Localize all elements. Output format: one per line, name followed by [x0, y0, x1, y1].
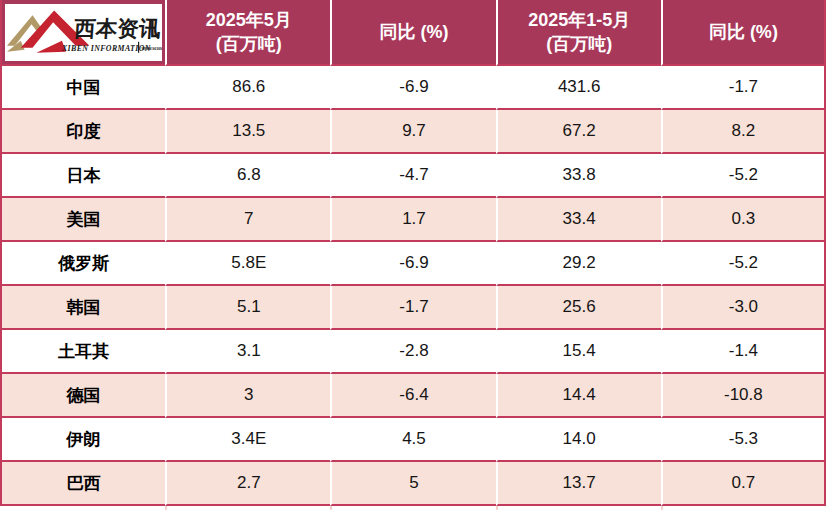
- ytd-value-cell: 33.4: [496, 198, 661, 242]
- column-header-may: 2025年5月 (百万吨): [165, 0, 330, 66]
- ytd-value-cell: 431.6: [496, 66, 661, 110]
- ytd-yoy-cell: -5.3: [661, 418, 826, 462]
- column-header-ytd: 2025年1-5月 (百万吨): [496, 0, 661, 66]
- country-cell: 伊朗: [0, 418, 165, 462]
- cutoff-row-strip: [0, 506, 828, 510]
- column-separator: [330, 506, 332, 510]
- ytd-yoy-cell: 8.2: [661, 110, 826, 154]
- may-value-cell: 5.1: [165, 286, 330, 330]
- ytd-value-cell: 67.2: [496, 110, 661, 154]
- ytd-yoy-cell: -1.4: [661, 330, 826, 374]
- table-row: 印度 13.5 9.7 67.2 8.2: [0, 110, 826, 154]
- column-header-line1: 同比 (%): [663, 20, 824, 44]
- table-row: 德国 3 -6.4 14.4 -10.8: [0, 374, 826, 418]
- table-row: 土耳其 3.1 -2.8 15.4 -1.4: [0, 330, 826, 374]
- logo-site-text: WWW.96369.NET: [142, 46, 163, 50]
- country-cell: 美国: [0, 198, 165, 242]
- may-yoy-cell: -6.9: [330, 66, 495, 110]
- table-row: 韩国 5.1 -1.7 25.6 -3.0: [0, 286, 826, 330]
- may-yoy-cell: 9.7: [330, 110, 495, 154]
- column-header-line1: 2025年1-5月: [498, 8, 661, 32]
- may-yoy-cell: 4.5: [330, 418, 495, 462]
- ytd-value-cell: 29.2: [496, 242, 661, 286]
- table-row: 日本 6.8 -4.7 33.8 -5.2: [0, 154, 826, 198]
- column-header-line2: (百万吨): [498, 32, 661, 56]
- logo-cn-text: 西本资讯: [72, 15, 162, 40]
- country-cell: 日本: [0, 154, 165, 198]
- country-cell: 土耳其: [0, 330, 165, 374]
- header-row: 西本资讯 XIBEN INFORMATION WWW.96369.NET 202…: [0, 0, 826, 66]
- ytd-yoy-cell: -5.2: [661, 242, 826, 286]
- ytd-yoy-cell: 0.3: [661, 198, 826, 242]
- column-separator: [661, 506, 663, 510]
- steel-output-table-page: 西本资讯 XIBEN INFORMATION WWW.96369.NET 202…: [0, 0, 828, 510]
- country-cell: 德国: [0, 374, 165, 418]
- column-header-line1: 同比 (%): [332, 20, 495, 44]
- column-header-line1: 2025年5月: [167, 8, 330, 32]
- country-cell: 巴西: [0, 462, 165, 506]
- may-value-cell: 3.4E: [165, 418, 330, 462]
- xiben-mountain-logo-icon: 西本资讯 XIBEN INFORMATION WWW.96369.NET: [5, 6, 162, 60]
- may-yoy-cell: 5: [330, 462, 495, 506]
- ytd-value-cell: 15.4: [496, 330, 661, 374]
- column-separator: [165, 506, 167, 510]
- table-row: 伊朗 3.4E 4.5 14.0 -5.3: [0, 418, 826, 462]
- ytd-value-cell: 33.8: [496, 154, 661, 198]
- ytd-yoy-cell: -10.8: [661, 374, 826, 418]
- column-header-ytd-yoy: 同比 (%): [661, 0, 826, 66]
- column-header-may-yoy: 同比 (%): [330, 0, 495, 66]
- ytd-value-cell: 13.7: [496, 462, 661, 506]
- ytd-value-cell: 14.0: [496, 418, 661, 462]
- ytd-value-cell: 25.6: [496, 286, 661, 330]
- may-yoy-cell: -1.7: [330, 286, 495, 330]
- ytd-yoy-cell: -5.2: [661, 154, 826, 198]
- column-header-line2: (百万吨): [167, 32, 330, 56]
- may-value-cell: 13.5: [165, 110, 330, 154]
- table-row: 美国 7 1.7 33.4 0.3: [0, 198, 826, 242]
- country-cell: 韩国: [0, 286, 165, 330]
- logo-en-text: XIBEN INFORMATION: [61, 43, 151, 52]
- may-value-cell: 3: [165, 374, 330, 418]
- may-yoy-cell: 1.7: [330, 198, 495, 242]
- may-value-cell: 86.6: [165, 66, 330, 110]
- table-row: 俄罗斯 5.8E -6.9 29.2 -5.2: [0, 242, 826, 286]
- steel-output-table: 西本资讯 XIBEN INFORMATION WWW.96369.NET 202…: [0, 0, 826, 506]
- ytd-yoy-cell: -1.7: [661, 66, 826, 110]
- logo-cell: 西本资讯 XIBEN INFORMATION WWW.96369.NET: [0, 0, 165, 66]
- country-cell: 中国: [0, 66, 165, 110]
- table-row: 中国 86.6 -6.9 431.6 -1.7: [0, 66, 826, 110]
- may-yoy-cell: -2.8: [330, 330, 495, 374]
- ytd-yoy-cell: 0.7: [661, 462, 826, 506]
- may-yoy-cell: -6.9: [330, 242, 495, 286]
- may-value-cell: 5.8E: [165, 242, 330, 286]
- column-separator: [496, 506, 498, 510]
- table-header: 西本资讯 XIBEN INFORMATION WWW.96369.NET 202…: [0, 0, 826, 66]
- may-value-cell: 2.7: [165, 462, 330, 506]
- may-value-cell: 6.8: [165, 154, 330, 198]
- table-row: 巴西 2.7 5 13.7 0.7: [0, 462, 826, 506]
- ytd-value-cell: 14.4: [496, 374, 661, 418]
- ytd-yoy-cell: -3.0: [661, 286, 826, 330]
- country-cell: 印度: [0, 110, 165, 154]
- xiben-logo: 西本资讯 XIBEN INFORMATION WWW.96369.NET: [5, 4, 162, 61]
- table-body: 中国 86.6 -6.9 431.6 -1.7 印度 13.5 9.7 67.2…: [0, 66, 826, 506]
- country-cell: 俄罗斯: [0, 242, 165, 286]
- may-value-cell: 3.1: [165, 330, 330, 374]
- may-yoy-cell: -4.7: [330, 154, 495, 198]
- may-value-cell: 7: [165, 198, 330, 242]
- may-yoy-cell: -6.4: [330, 374, 495, 418]
